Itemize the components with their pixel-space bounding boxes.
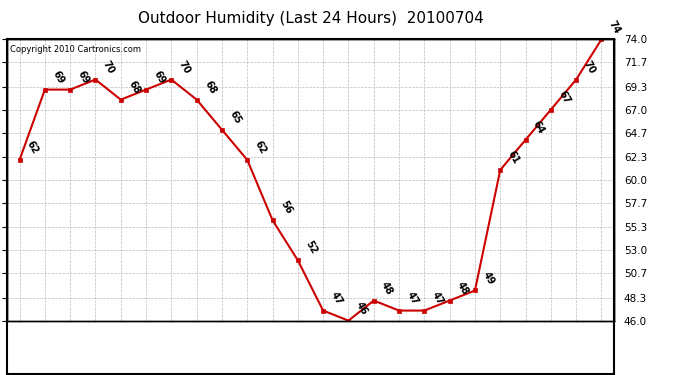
Text: 22:00: 22:00 [571,331,581,363]
Text: 61: 61 [506,149,521,166]
Text: 65: 65 [228,109,243,126]
Text: 48: 48 [455,280,471,296]
Text: 74: 74 [607,18,622,35]
Text: 47: 47 [430,290,445,306]
Text: 09:00: 09:00 [242,331,253,363]
Text: 02:00: 02:00 [65,331,75,363]
Text: 03:00: 03:00 [90,331,101,363]
Text: 67: 67 [556,89,572,105]
Text: 68: 68 [202,79,217,96]
Text: 12:00: 12:00 [318,331,328,363]
Text: 68: 68 [126,79,141,96]
Text: 49: 49 [480,270,496,286]
Text: 06:00: 06:00 [166,331,177,363]
Text: Outdoor Humidity (Last 24 Hours)  20100704: Outdoor Humidity (Last 24 Hours) 2010070… [137,11,484,26]
Text: 16:00: 16:00 [420,331,429,363]
Text: 48: 48 [380,280,395,296]
Text: 13:00: 13:00 [344,331,353,363]
Text: 46: 46 [354,300,369,316]
Text: 01:00: 01:00 [40,331,50,363]
Text: 14:00: 14:00 [368,331,379,363]
Text: 04:00: 04:00 [116,331,126,363]
Text: 00:00: 00:00 [14,331,25,363]
Text: 11:00: 11:00 [293,331,303,363]
Text: 47: 47 [328,290,344,306]
Text: 62: 62 [253,139,268,156]
Text: 05:00: 05:00 [141,331,151,363]
Text: 08:00: 08:00 [217,331,227,363]
Text: 69: 69 [76,69,91,86]
Text: 70: 70 [582,59,597,75]
Text: 70: 70 [177,59,193,75]
Text: 15:00: 15:00 [394,331,404,363]
Text: 52: 52 [304,240,319,256]
Text: 20:00: 20:00 [520,331,531,363]
Text: 56: 56 [278,200,293,216]
Text: 18:00: 18:00 [470,331,480,363]
Text: Copyright 2010 Cartronics.com: Copyright 2010 Cartronics.com [10,45,141,54]
Text: 64: 64 [531,119,546,136]
Text: 10:00: 10:00 [268,331,277,363]
Text: 70: 70 [101,59,117,75]
Text: 19:00: 19:00 [495,331,505,363]
Text: 21:00: 21:00 [546,331,556,363]
Text: 47: 47 [404,290,420,306]
Text: 69: 69 [152,69,167,86]
Text: 62: 62 [25,139,41,156]
Text: 07:00: 07:00 [192,331,201,363]
Text: 69: 69 [50,69,66,86]
Text: 17:00: 17:00 [444,331,455,363]
Text: 23:00: 23:00 [596,331,607,363]
